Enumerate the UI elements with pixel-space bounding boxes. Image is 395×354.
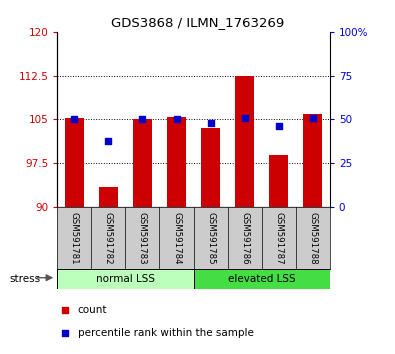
Bar [65,118,84,207]
Text: elevated LSS: elevated LSS [228,274,295,284]
Bar [303,114,322,207]
Bar [201,128,220,207]
Bar [133,120,152,207]
Bar [99,187,118,207]
Bar [235,76,254,207]
Text: GSM591785: GSM591785 [206,212,215,264]
Point [207,120,214,126]
Point [62,307,68,313]
Text: count: count [78,305,107,315]
Text: GSM591781: GSM591781 [70,212,79,264]
Bar [194,269,330,289]
Text: GSM591782: GSM591782 [104,212,113,264]
Point [276,124,282,129]
Text: GSM591787: GSM591787 [274,212,283,264]
Point [241,115,248,121]
Text: GSM591788: GSM591788 [308,212,317,264]
Text: stress: stress [10,274,41,284]
Point [62,330,68,336]
Text: GSM591786: GSM591786 [240,212,249,264]
Bar [167,116,186,207]
Text: percentile rank within the sample: percentile rank within the sample [78,328,254,338]
Text: GDS3868 / ILMN_1763269: GDS3868 / ILMN_1763269 [111,16,284,29]
Point [310,115,316,121]
Text: normal LSS: normal LSS [96,274,155,284]
Point [105,138,111,143]
Point [173,117,180,122]
Bar [269,155,288,207]
Point [139,117,146,122]
Point [71,117,77,122]
Text: GSM591784: GSM591784 [172,212,181,264]
Bar [57,269,194,289]
Text: GSM591783: GSM591783 [138,212,147,264]
